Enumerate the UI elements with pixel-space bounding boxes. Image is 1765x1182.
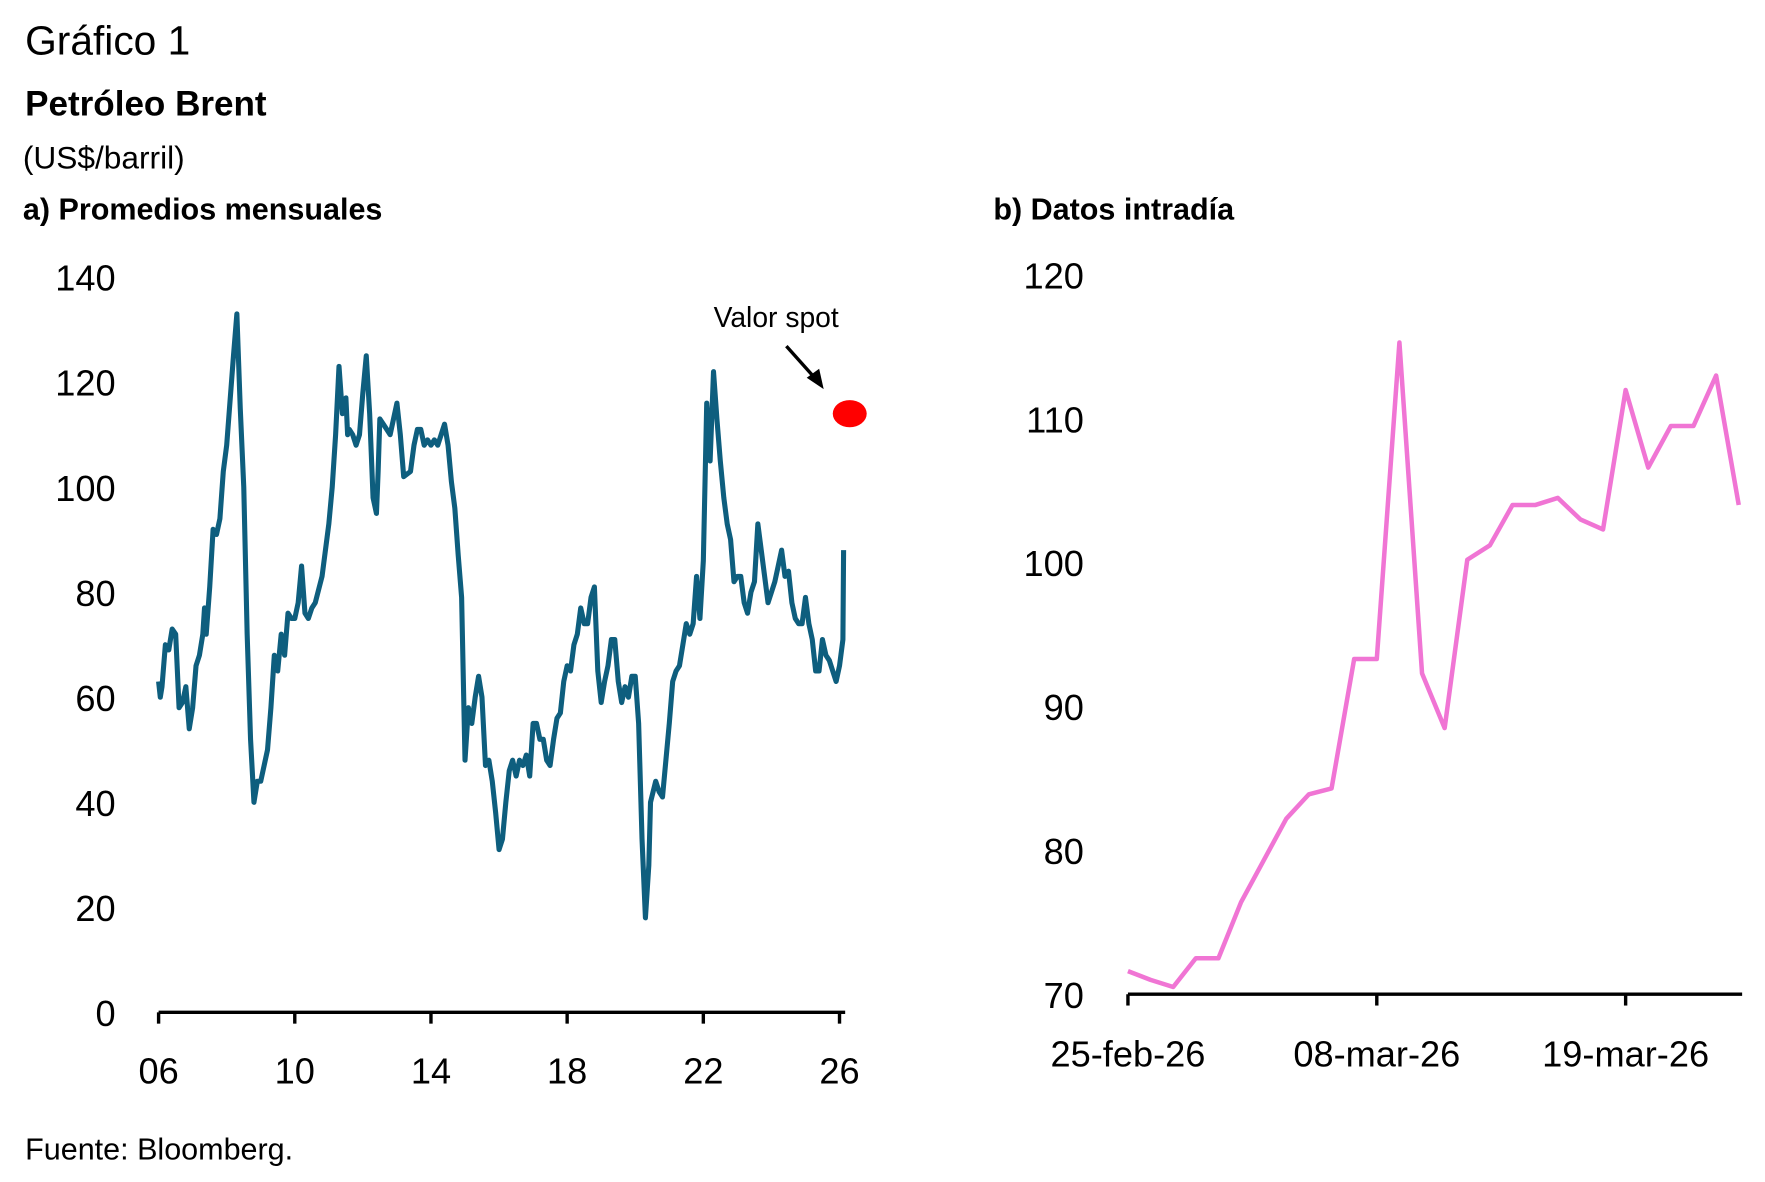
y-tick-label: 90: [1044, 687, 1084, 728]
y-tick-label: 0: [95, 993, 115, 1034]
y-tick-label: 70: [1044, 975, 1084, 1016]
x-tick-label: 26: [819, 1051, 859, 1092]
x-tick-label: 19-mar-26: [1542, 1034, 1709, 1075]
panel-b-title: b) Datos intradía: [993, 192, 1235, 226]
intraday-brent-line: [1127, 340, 1741, 990]
panel-a-title: a) Promedios mensuales: [23, 192, 383, 226]
y-tick-label: 20: [75, 888, 115, 929]
unit-label: (US$/barril): [23, 140, 185, 176]
y-tick-label: 60: [75, 678, 115, 719]
y-tick-label: 40: [75, 783, 115, 824]
x-tick-label: 10: [275, 1051, 315, 1092]
y-tick-label: 80: [1044, 831, 1084, 872]
y-tick-label: 100: [1023, 543, 1083, 584]
x-tick-label: 18: [547, 1051, 587, 1092]
y-tick-label: 100: [55, 468, 115, 509]
spot-value-point: [832, 400, 867, 428]
panel-b-intraday-chart: 70 80 90 100 110 120 25-feb-26 08-mar-26 19-mar-…: [1023, 255, 1743, 1075]
figure-label: Gráfico 1: [25, 17, 190, 63]
panel-a-monthly-chart: 0 20 40 60 80 100 120 140 06 10 14 18 22 26 Valor spot: [55, 258, 867, 1092]
x-tick-label: 06: [138, 1051, 178, 1092]
y-tick-label: 140: [55, 258, 115, 299]
x-tick-label: 08-mar-26: [1293, 1034, 1460, 1075]
x-tick-label: 25-feb-26: [1050, 1034, 1205, 1075]
y-tick-label: 110: [1026, 399, 1084, 440]
y-tick-label: 120: [55, 363, 115, 404]
source-note: Fuente: Bloomberg.: [25, 1132, 293, 1166]
chart-title: Petróleo Brent: [25, 84, 267, 123]
annotation-arrow-head: [806, 368, 824, 390]
x-tick-label: 14: [411, 1051, 451, 1092]
spot-annotation-label: Valor spot: [714, 301, 839, 333]
monthly-brent-line: [156, 311, 847, 921]
x-tick-label: 22: [683, 1051, 723, 1092]
y-tick-label: 80: [75, 573, 115, 614]
y-tick-label: 120: [1023, 255, 1083, 296]
annotation-arrow-shaft: [785, 344, 816, 379]
